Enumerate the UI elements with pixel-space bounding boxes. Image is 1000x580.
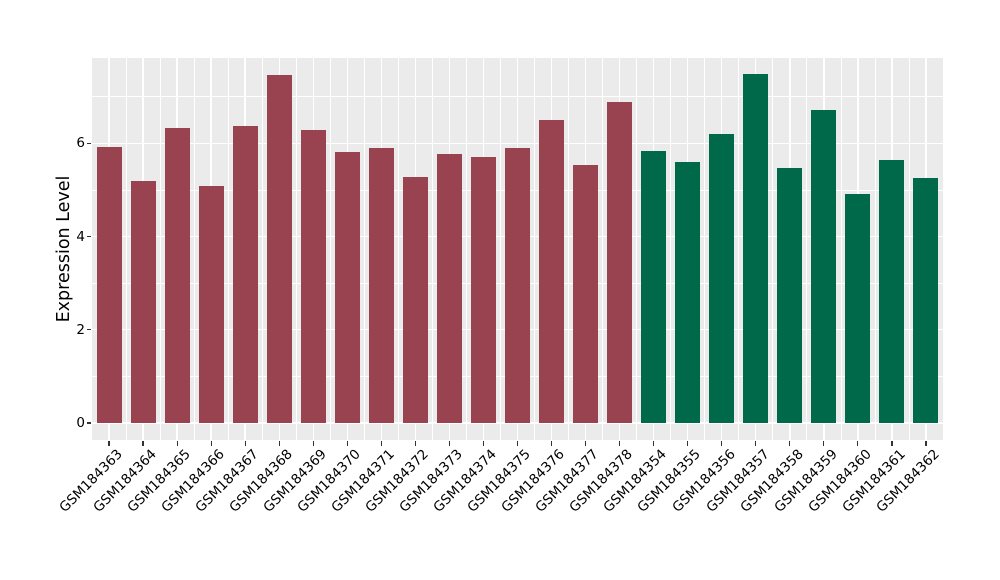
- x-tick-mark: [176, 441, 178, 446]
- bar-GSM184360: [845, 193, 871, 423]
- bar-GSM184365: [164, 128, 190, 423]
- bar-GSM184373: [436, 154, 462, 423]
- x-tick-mark: [584, 441, 587, 446]
- x-tick-mark: [789, 441, 791, 446]
- x-tick-mark: [108, 441, 110, 446]
- v-gridline-minor: [295, 58, 297, 440]
- v-gridline-minor: [125, 58, 127, 440]
- plot-panel: [92, 58, 943, 440]
- bar-GSM184377: [573, 164, 599, 423]
- v-gridline-minor: [636, 58, 637, 440]
- v-gridline-minor: [534, 58, 535, 440]
- v-gridline-minor: [363, 58, 365, 440]
- x-tick-mark: [380, 441, 382, 446]
- y-tick-label: 4: [76, 228, 85, 245]
- v-gridline-minor: [193, 58, 195, 440]
- x-tick-mark: [619, 441, 621, 446]
- v-gridline-minor: [874, 58, 876, 440]
- y-tick-label: 6: [76, 135, 85, 152]
- x-tick-mark: [346, 441, 348, 446]
- x-tick-mark: [278, 441, 280, 446]
- x-tick-mark: [550, 441, 553, 446]
- bar-GSM184376: [539, 120, 565, 423]
- x-tick-mark: [823, 441, 825, 446]
- x-tick-mark: [312, 441, 314, 446]
- v-gridline-minor: [329, 58, 331, 440]
- x-tick-mark: [721, 441, 723, 446]
- bar-GSM184355: [675, 162, 701, 423]
- y-tick-mark: [86, 329, 91, 331]
- bar-GSM184370: [334, 151, 360, 423]
- x-tick-mark: [210, 441, 212, 446]
- x-tick-mark: [516, 441, 519, 446]
- bar-GSM184362: [913, 177, 939, 423]
- v-gridline-minor: [227, 58, 229, 440]
- bar-GSM184378: [607, 102, 633, 423]
- bar-GSM184368: [266, 74, 292, 423]
- v-gridline-minor: [398, 58, 399, 440]
- x-tick-mark: [244, 441, 246, 446]
- v-gridline-minor: [840, 58, 842, 440]
- bar-GSM184374: [470, 156, 496, 423]
- bar-GSM184359: [811, 109, 837, 423]
- y-axis-title: Expression Level: [54, 175, 74, 323]
- bar-GSM184369: [300, 129, 326, 423]
- bar-GSM184357: [743, 73, 769, 423]
- x-tick-mark: [653, 441, 655, 446]
- v-gridline-minor: [772, 58, 774, 440]
- x-tick-mark: [482, 441, 485, 446]
- v-gridline-minor: [568, 58, 569, 440]
- v-gridline-minor: [738, 58, 740, 440]
- v-gridline-minor: [466, 58, 467, 440]
- x-tick-mark: [755, 441, 757, 446]
- x-tick-mark: [857, 441, 859, 446]
- bar-GSM184358: [777, 168, 803, 423]
- x-tick-mark: [142, 441, 144, 446]
- y-tick-mark: [86, 236, 91, 238]
- y-tick-label: 2: [76, 321, 85, 338]
- bar-GSM184356: [709, 134, 735, 423]
- bar-GSM184375: [505, 148, 530, 423]
- x-tick-mark: [414, 441, 416, 446]
- v-gridline-minor: [432, 58, 433, 440]
- y-tick-label: 0: [76, 415, 85, 431]
- bar-GSM184371: [368, 148, 394, 423]
- y-tick-mark: [86, 142, 91, 144]
- v-gridline-minor: [670, 58, 672, 440]
- v-gridline-minor: [159, 58, 161, 440]
- bar-GSM184367: [232, 126, 258, 423]
- bar-GSM184354: [641, 150, 667, 423]
- bar-GSM184361: [879, 159, 905, 423]
- y-tick-mark: [86, 422, 91, 424]
- bar-GSM184372: [402, 176, 428, 423]
- v-gridline-minor: [500, 58, 501, 440]
- x-tick-mark: [891, 441, 893, 446]
- v-gridline-minor: [704, 58, 706, 440]
- x-tick-mark: [448, 441, 450, 446]
- v-gridline-minor: [261, 58, 263, 440]
- v-gridline-minor: [602, 58, 603, 440]
- v-gridline-minor: [908, 58, 910, 440]
- bar-GSM184364: [130, 181, 156, 423]
- bar-GSM184366: [198, 186, 224, 423]
- x-tick-mark: [925, 441, 927, 446]
- v-gridline-minor: [806, 58, 808, 440]
- bar-GSM184363: [96, 147, 122, 423]
- x-tick-mark: [687, 441, 689, 446]
